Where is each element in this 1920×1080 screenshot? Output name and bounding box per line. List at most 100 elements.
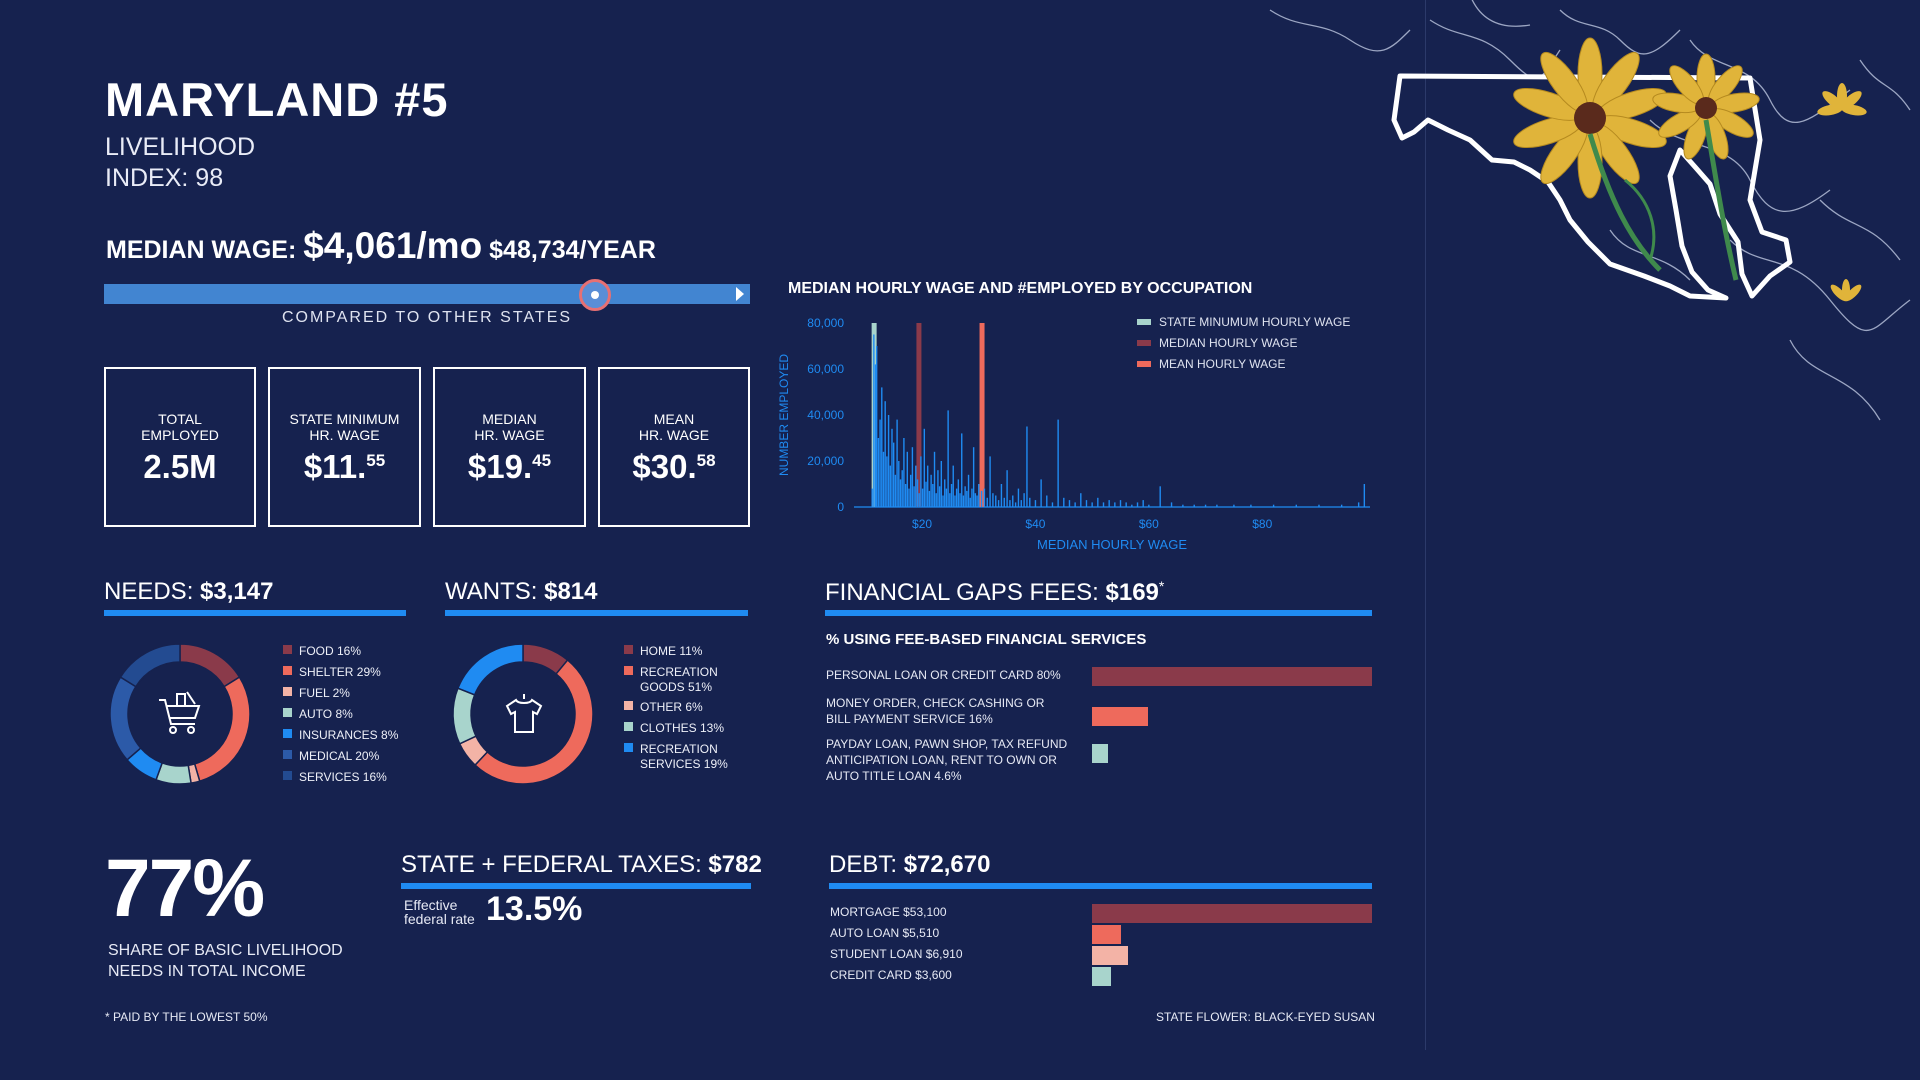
chart-bar [937, 470, 939, 507]
chart-bar [889, 465, 891, 507]
chart-bar [1014, 502, 1017, 507]
chart-bar [918, 493, 920, 507]
chart-bar [971, 488, 973, 507]
stat-box-mean-wage: MEAN HR. WAGE $30.58 [598, 367, 750, 527]
legend-swatch [624, 645, 633, 655]
needs-rule [104, 610, 406, 616]
y-tick-label: 40,000 [807, 408, 844, 422]
legend-swatch [624, 722, 633, 732]
y-tick-label: 60,000 [807, 362, 844, 376]
debt-bar [1092, 967, 1111, 986]
chart-bar [1233, 504, 1235, 507]
x-tick-label: $60 [1139, 517, 1159, 531]
debt-heading: DEBT: $72,670 [829, 851, 991, 878]
chart-bar [1074, 502, 1076, 507]
chart-bar [1023, 493, 1025, 507]
fee-label-line: ANTICIPATION LOAN, RENT TO OWN OR [826, 753, 1057, 767]
legend-swatch [283, 708, 292, 718]
chart-bar [1097, 497, 1099, 507]
chart-bar [874, 364, 877, 507]
chart-bar [920, 456, 922, 507]
chart-bar [911, 447, 914, 507]
x-tick-label: $20 [912, 517, 932, 531]
index-label: INDEX: 98 [105, 164, 224, 192]
y-axis-label: NUMBER EMPLOYED [777, 354, 791, 476]
effective-rate-value: 13.5% [486, 890, 583, 928]
chart-bar [877, 438, 880, 507]
legend-swatch [624, 743, 633, 753]
needs-donut-slice [119, 643, 181, 688]
maryland-map-illustration [1269, 0, 1911, 421]
chart-title: MEDIAN HOURLY WAGE AND #EMPLOYED BY OCCU… [788, 280, 1253, 297]
chart-bar [930, 474, 932, 507]
x-tick-label: $40 [1025, 517, 1045, 531]
y-tick-label: 0 [837, 500, 844, 514]
legend-label: HOME 11% [640, 643, 703, 658]
chart-bar [1363, 484, 1366, 507]
chart-bar [906, 451, 909, 507]
y-tick-label: 80,000 [807, 316, 844, 330]
reference-line [916, 323, 922, 507]
chart-bar [974, 493, 977, 507]
chart-legend-label: MEAN HOURLY WAGE [1159, 357, 1285, 371]
chart-bar [1318, 504, 1320, 507]
chart-bar [894, 474, 897, 507]
chart-bar [899, 479, 902, 507]
chart-bar [1020, 500, 1022, 507]
chart-bar [1295, 504, 1297, 507]
chart-legend-swatch [1137, 340, 1151, 346]
needs-legend-item: AUTO 8% [283, 706, 353, 721]
stat-label: MEAN HR. WAGE [638, 411, 710, 443]
chart-bar [1119, 500, 1122, 507]
needs-legend-item: FUEL 2% [283, 685, 350, 700]
chart-bar [972, 447, 975, 507]
legend-label: INSURANCES 8% [299, 727, 399, 742]
chart-bar [949, 493, 951, 507]
chart-bar [892, 442, 895, 507]
legend-swatch [624, 701, 633, 711]
chart-bar [916, 479, 919, 507]
chart-bar [882, 451, 885, 507]
chart-bar [1142, 500, 1144, 507]
tshirt-icon [505, 694, 543, 733]
median-wage-monthly: $4,061/mo [303, 225, 483, 266]
fee-bar [1092, 744, 1109, 763]
chart-bar [997, 500, 1000, 507]
chart-bar [923, 428, 926, 507]
chart-bar [928, 490, 931, 507]
chart-bar [1102, 502, 1105, 507]
x-tick-label: $80 [1252, 517, 1272, 531]
footnote: * PAID BY THE LOWEST 50% [105, 1010, 268, 1024]
chart-bar [1182, 504, 1184, 507]
chart-bar [1272, 504, 1275, 507]
wants-legend-item: CLOTHES 13% [624, 720, 724, 735]
chart-bar [915, 465, 917, 507]
chart-bar [881, 387, 883, 507]
fee-label-line: AUTO TITLE LOAN 4.6% [826, 769, 962, 783]
chart-bar [1057, 419, 1059, 507]
chart-legend-swatch [1137, 319, 1151, 325]
legend-label-line2: GOODS 51% [640, 679, 713, 694]
legend-label: FUEL 2% [299, 685, 350, 700]
chart-bar [913, 486, 915, 507]
chart-bar [1108, 500, 1110, 507]
fee-label-line: MONEY ORDER, CHECK CASHING OR [826, 696, 1045, 710]
stat-box-total-employed: TOTAL EMPLOYED 2.5M [104, 367, 256, 527]
state-outline-icon [1391, 73, 1793, 301]
chart-bar [887, 415, 890, 507]
chart-bar [1216, 504, 1218, 507]
taxes-heading: STATE + FEDERAL TAXES: $782 [401, 851, 762, 878]
chart-bar [969, 497, 971, 507]
fee-label-line: PAYDAY LOAN, PAWN SHOP, TAX REFUND [826, 737, 1068, 751]
chart-bar [1193, 504, 1195, 507]
chart-bar [927, 465, 929, 507]
debt-label: CREDIT CARD $3,600 [830, 968, 952, 982]
chart-legend-label: MEDIAN HOURLY WAGE [1159, 336, 1297, 350]
chart-bar [898, 461, 900, 507]
needs-legend-item: FOOD 16% [283, 643, 361, 658]
needs-heading: NEEDS: $3,147 [104, 578, 274, 605]
legend-swatch [283, 666, 292, 676]
stat-value: $11.55 [303, 448, 386, 485]
needs-donut-slice [179, 643, 241, 688]
stat-box-min-wage: STATE MINIMUM HR. WAGE $11.55 [268, 367, 421, 527]
